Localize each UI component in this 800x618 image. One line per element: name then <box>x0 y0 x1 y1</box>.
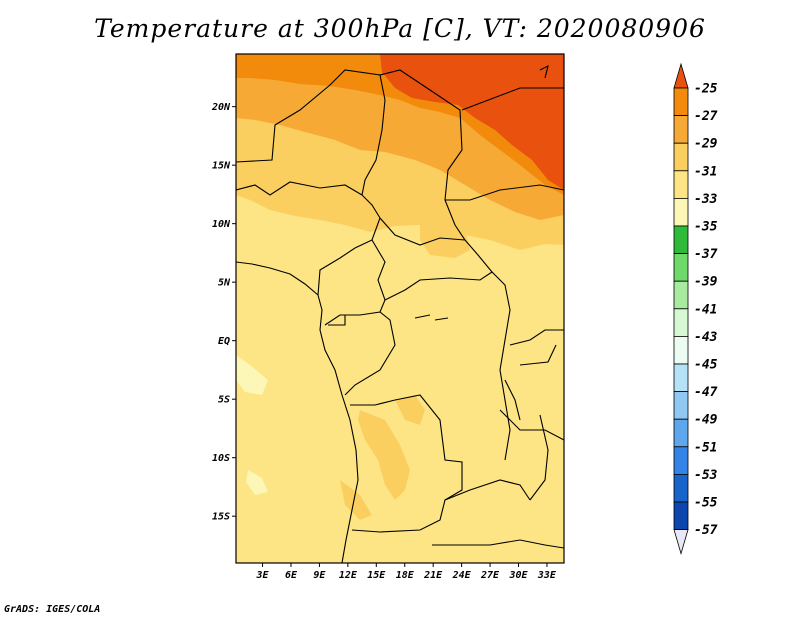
colorbar-swatch <box>673 197 689 227</box>
lat-label: 15S <box>212 512 230 523</box>
map-frame <box>235 53 565 564</box>
colorbar-swatch <box>673 170 689 199</box>
longitude-labels: 3E 6E 9E 12E 15E 18E 21E 24E 27E 30E 33E <box>256 563 557 581</box>
colorbar-swatch <box>673 280 689 310</box>
colorbar-swatch <box>673 142 689 172</box>
temperature-field <box>236 54 564 563</box>
colorbar-swatch <box>673 308 689 337</box>
lat-label: 5N <box>218 278 231 289</box>
lat-label: EQ <box>218 336 230 347</box>
colorbar-label: -45 <box>694 358 718 373</box>
lon-label: 21E <box>423 570 443 581</box>
lon-label: 24E <box>452 570 472 581</box>
colorbar-swatch <box>673 253 689 282</box>
colorbar-bottom-triangle <box>673 529 689 556</box>
lat-label: 5S <box>218 395 230 406</box>
colorbar-swatch <box>673 87 689 117</box>
colorbar-label: -27 <box>694 109 718 124</box>
colorbar-swatch <box>673 363 689 393</box>
colorbar-label: -37 <box>694 247 718 262</box>
latitude-labels: 20N 15N 10N 5N EQ 5S 10S 15S <box>211 102 236 523</box>
colorbar-label: -57 <box>694 523 718 538</box>
colorbar-label: -39 <box>694 275 718 290</box>
colorbar-swatch <box>673 391 689 420</box>
colorbar-swatch <box>673 418 689 448</box>
lat-label: 10S <box>212 453 230 464</box>
colorbar-label: -33 <box>694 192 718 207</box>
colorbar-label: -43 <box>694 330 718 345</box>
lon-label: 15E <box>367 570 386 581</box>
colorbar-label: -41 <box>694 302 717 317</box>
colorbar-swatch <box>673 446 689 475</box>
map-title: Temperature at 300hPa [C], VT: 202008090… <box>94 14 706 43</box>
lat-label: 20N <box>211 102 231 113</box>
colorbar-label: -29 <box>694 137 718 152</box>
colorbar-label: -35 <box>694 220 718 235</box>
lon-label: 9E <box>313 570 326 581</box>
lon-label: 33E <box>537 570 557 581</box>
colorbar-label: -25 <box>694 82 718 97</box>
colorbar-swatch <box>673 115 689 144</box>
country-borders <box>236 64 564 563</box>
colorbar-swatch <box>673 501 689 531</box>
colorbar-swatch <box>673 225 689 255</box>
colorbar-swatch <box>673 335 689 365</box>
colorbar-label: -31 <box>694 164 717 179</box>
lon-label: 30E <box>508 570 528 581</box>
colorbar-label: -55 <box>694 496 718 511</box>
lon-label: 18E <box>396 570 415 581</box>
colorbar-swatch <box>673 473 689 503</box>
colorbar-label: -49 <box>694 413 718 428</box>
lon-label: 27E <box>480 570 500 581</box>
credit-text: GrADS: IGES/COLA <box>4 604 101 615</box>
lat-label: 10N <box>212 219 231 230</box>
lat-label: 15N <box>212 161 231 172</box>
colorbar: -25 -27 -29 -31 -33 -35 -37 -39 -41 -43 -45 -47 -49 -… <box>673 62 718 556</box>
lon-label: 12E <box>339 570 358 581</box>
colorbar-label: -53 <box>694 468 718 483</box>
lon-label: 3E <box>256 570 270 581</box>
colorbar-label: -47 <box>694 385 718 400</box>
colorbar-top-triangle <box>673 62 689 89</box>
colorbar-label: -51 <box>694 440 717 455</box>
lon-label: 6E <box>285 570 298 581</box>
